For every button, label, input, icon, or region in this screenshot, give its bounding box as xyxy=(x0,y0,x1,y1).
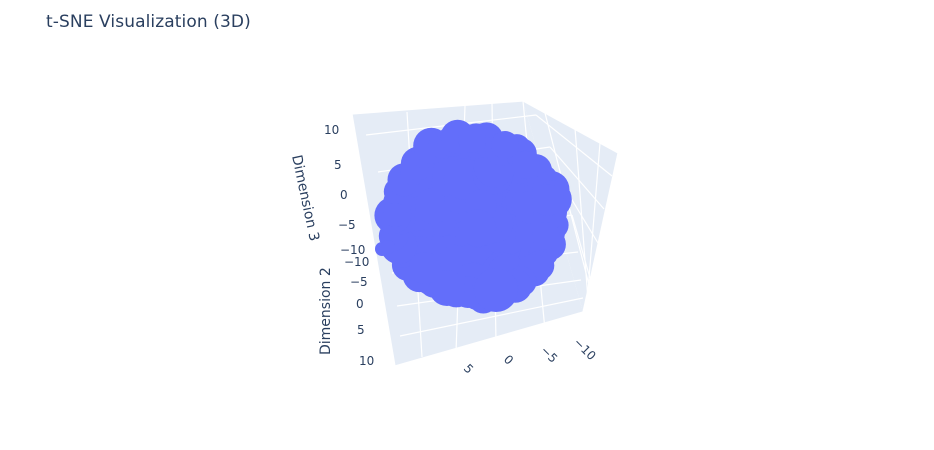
data-point[interactable] xyxy=(383,203,407,227)
x-tick-label: 5 xyxy=(461,361,476,376)
y-tick-label: 10 xyxy=(359,354,374,368)
y-axis-title: Dimension 2 xyxy=(318,267,334,355)
data-point[interactable] xyxy=(532,222,560,250)
y-tick-label: −10 xyxy=(344,255,369,269)
chart-title: t-SNE Visualization (3D) xyxy=(46,12,251,32)
x-tick-label: −10 xyxy=(571,335,599,363)
data-point[interactable] xyxy=(429,270,465,306)
data-point[interactable] xyxy=(409,252,441,284)
data-point[interactable] xyxy=(415,187,451,224)
data-point[interactable] xyxy=(458,209,497,247)
data-point[interactable] xyxy=(381,240,395,254)
data-point[interactable] xyxy=(491,131,519,159)
data-point[interactable] xyxy=(532,184,564,216)
z-tick-label: 5 xyxy=(334,158,342,172)
x-tick-label: 0 xyxy=(501,352,516,367)
point-cloud[interactable] xyxy=(374,119,572,314)
data-point[interactable] xyxy=(474,268,518,312)
data-point[interactable] xyxy=(458,125,486,153)
data-point[interactable] xyxy=(512,151,540,179)
y-tick-label: 0 xyxy=(356,297,364,311)
y-tick-label: −5 xyxy=(350,275,368,289)
x-tick-label: −5 xyxy=(538,343,560,365)
z-tick-label: −5 xyxy=(338,218,356,232)
y-tick-label: 5 xyxy=(357,323,365,337)
z-tick-label: −10 xyxy=(340,243,365,257)
z-tick-label: 0 xyxy=(340,188,348,202)
z-tick-label: 10 xyxy=(324,123,339,137)
z-axis-title: Dimension 3 xyxy=(288,154,322,243)
